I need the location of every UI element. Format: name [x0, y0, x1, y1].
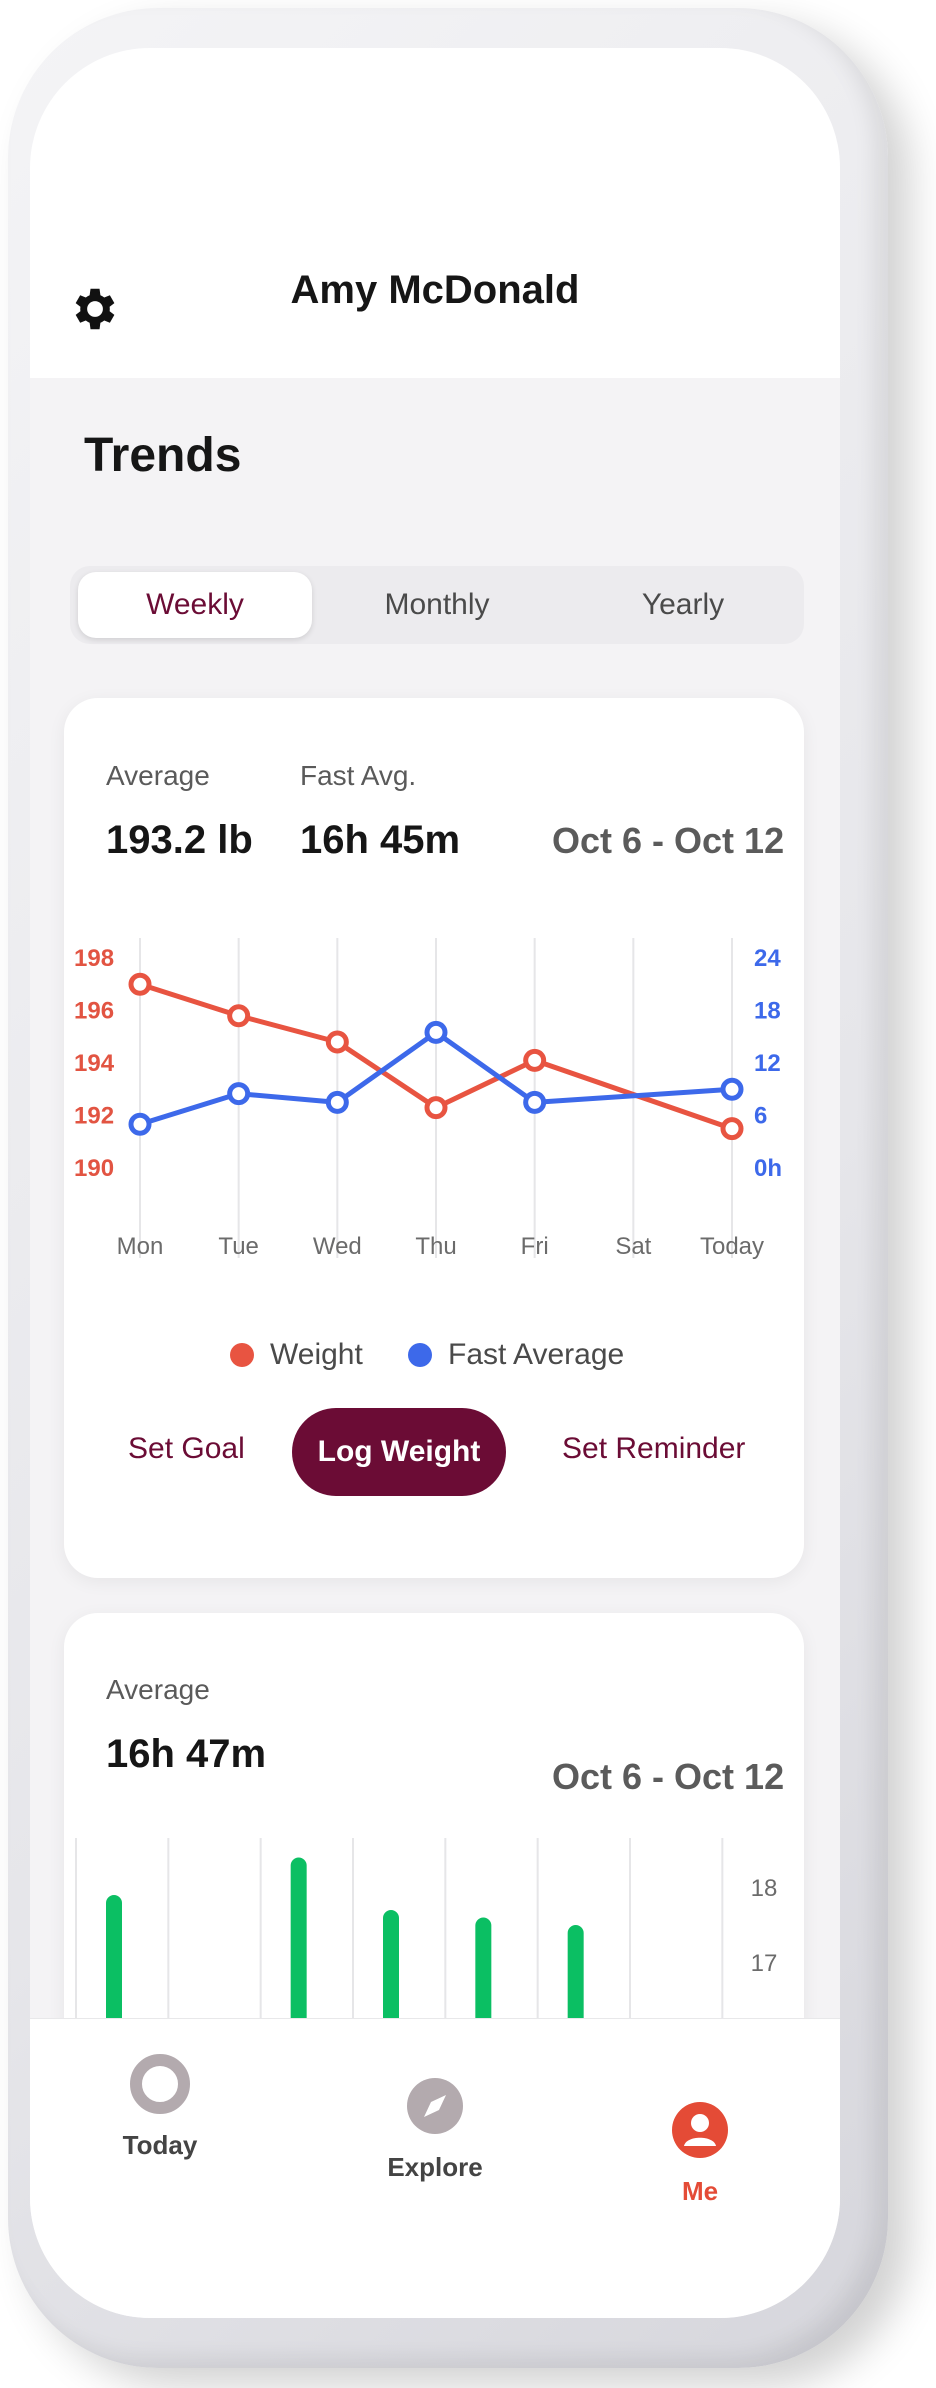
- fast-average-value: 16h 45m: [300, 818, 461, 862]
- right-axis-tick: 6: [754, 1103, 767, 1130]
- x-axis-tick: Mon: [117, 1233, 164, 1260]
- bar-y-axis-tick: 18: [751, 1875, 778, 1902]
- weight-data-point: [720, 1117, 744, 1141]
- user-name: Amy McDonald: [290, 268, 580, 312]
- tab-yearly[interactable]: Yearly: [641, 588, 725, 621]
- fast-average-data-point: [720, 1077, 744, 1101]
- set-goal-button[interactable]: Set Goal: [128, 1432, 245, 1465]
- x-axis-tick: Sat: [615, 1233, 651, 1260]
- tab-weekly[interactable]: Weekly: [78, 572, 312, 638]
- average-label: Average: [106, 760, 210, 791]
- app-screen: Amy McDonald Trends Weekly Monthly Yearl…: [30, 48, 840, 2318]
- x-axis-tick: Tue: [218, 1233, 258, 1260]
- compass-icon: [407, 2078, 463, 2134]
- fast-card-average-label: Average: [106, 1674, 210, 1705]
- right-axis-tick: 12: [754, 1050, 781, 1077]
- tab-today[interactable]: Today: [90, 2053, 230, 2161]
- tab-me[interactable]: Me: [630, 2099, 770, 2207]
- fast-average-data-point: [325, 1090, 349, 1114]
- weight-data-point: [128, 972, 152, 996]
- left-axis-tick: 194: [74, 1050, 115, 1077]
- tab-explore-label: Explore: [387, 2152, 483, 2182]
- right-axis-tick: 18: [754, 998, 781, 1025]
- x-axis-tick: Thu: [415, 1233, 456, 1260]
- fast-average-legend-dot: [408, 1343, 432, 1367]
- left-axis-tick: 192: [74, 1103, 114, 1130]
- fast-card-date-range: Oct 6 - Oct 12: [552, 1756, 785, 1797]
- phone-frame: Amy McDonald Trends Weekly Monthly Yearl…: [8, 8, 888, 2368]
- weight-data-point: [227, 1004, 251, 1028]
- fast-card-average-value: 16h 47m: [106, 1732, 267, 1776]
- fast-average-series-line: [139, 1029, 733, 1127]
- weight-data-point: [325, 1030, 349, 1054]
- tab-monthly[interactable]: Monthly: [384, 588, 490, 621]
- today-ring-icon: [130, 2054, 190, 2114]
- weight-legend-dot: [230, 1343, 254, 1367]
- period-segmented-control: Weekly Monthly Yearly: [70, 566, 804, 644]
- legend-fast-average: Fast Average: [408, 1338, 624, 1372]
- right-axis-tick: 0h: [754, 1155, 782, 1182]
- legend-weight: Weight: [230, 1338, 363, 1372]
- weight-fast-line-chart: 198 196 194 192 190 24 18 12 6 0h Mon Tue Wed Thu Fri S…: [74, 938, 782, 1260]
- weight-data-point: [523, 1048, 547, 1072]
- bar-y-axis-tick: 17: [751, 1950, 778, 1977]
- page-title: Trends: [84, 429, 242, 482]
- fast-average-label: Fast Avg.: [300, 760, 417, 791]
- left-axis-tick: 190: [74, 1155, 114, 1182]
- legend-weight-label: Weight: [270, 1338, 363, 1371]
- x-axis-tick: Today: [700, 1233, 764, 1260]
- right-axis-tick: 24: [754, 945, 781, 972]
- fast-average-data-point: [424, 1020, 448, 1044]
- left-axis-tick: 198: [74, 945, 114, 972]
- average-weight-value: 193.2 lb: [106, 818, 253, 862]
- gear-icon[interactable]: [66, 282, 120, 336]
- x-axis-tick: Wed: [313, 1233, 362, 1260]
- bottom-tab-bar: Today Explore Me: [30, 2018, 840, 2318]
- date-range: Oct 6 - Oct 12: [552, 820, 785, 861]
- tab-me-label: Me: [681, 2176, 719, 2206]
- set-reminder-button[interactable]: Set Reminder: [562, 1432, 746, 1465]
- fast-average-data-point: [128, 1112, 152, 1136]
- app-header: Amy McDonald: [30, 48, 840, 378]
- weight-series-line: [139, 981, 733, 1131]
- left-axis-tick: 196: [74, 998, 114, 1025]
- user-profile-icon: [672, 2102, 728, 2158]
- fast-average-data-point: [227, 1082, 251, 1106]
- fast-duration-bar-chart: 18171615: [75, 1838, 778, 2018]
- fast-average-data-point: [523, 1090, 547, 1114]
- tab-today-label: Today: [122, 2130, 198, 2160]
- legend-fast-average-label: Fast Average: [448, 1338, 625, 1371]
- weight-data-point: [424, 1096, 448, 1120]
- x-axis-tick: Fri: [521, 1233, 549, 1260]
- log-weight-button[interactable]: Log Weight: [292, 1408, 506, 1496]
- tab-explore[interactable]: Explore: [365, 2075, 505, 2183]
